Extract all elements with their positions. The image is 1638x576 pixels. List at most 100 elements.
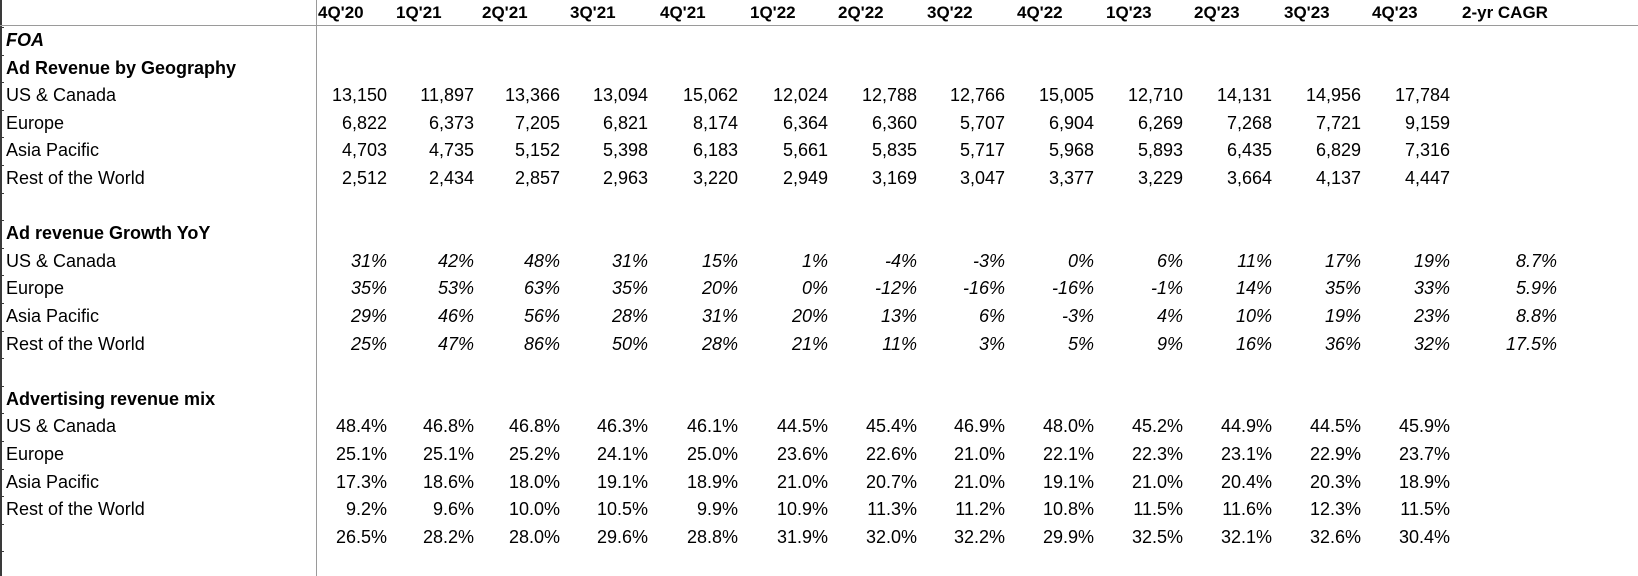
table-cell[interactable]: 5%	[1067, 333, 1094, 354]
table-cell[interactable]: 23.7%	[1398, 444, 1450, 464]
table-cell[interactable]: 22.9%	[1309, 444, 1361, 464]
table-cell[interactable]: 20%	[791, 306, 828, 326]
table-cell[interactable]: 11.2%	[955, 499, 1005, 520]
table-cell[interactable]: 4,447	[1404, 168, 1450, 188]
table-cell[interactable]: 10.8%	[1042, 499, 1094, 520]
table-cell[interactable]: 16%	[1235, 333, 1272, 354]
table-cell[interactable]: 12.3%	[1309, 499, 1361, 520]
table-cell[interactable]: 26.5%	[335, 526, 387, 547]
table-cell[interactable]: 10%	[1235, 306, 1272, 326]
table-cell[interactable]: 8.7%	[1515, 250, 1557, 271]
table-cell[interactable]: 0%	[1067, 250, 1094, 271]
table-cell[interactable]: 24.1%	[596, 444, 648, 464]
table-cell[interactable]: 45.9%	[1398, 416, 1450, 437]
table-cell[interactable]: 48.0%	[1042, 416, 1094, 437]
table-cell[interactable]: 11,897	[420, 85, 474, 106]
table-cell[interactable]: 12,766	[949, 85, 1005, 106]
table-cell[interactable]: 6,435	[1226, 140, 1272, 161]
table-cell[interactable]: 20.3%	[1309, 471, 1361, 492]
table-cell[interactable]: 32.0%	[865, 526, 917, 547]
table-cell[interactable]: 6,829	[1315, 140, 1361, 161]
table-cell[interactable]: 21.0%	[953, 444, 1005, 464]
table-cell[interactable]: 5,893	[1137, 140, 1183, 161]
table-cell[interactable]: 18.9%	[1398, 471, 1450, 492]
table-cell[interactable]: 29%	[350, 306, 387, 326]
table-cell[interactable]: 22.1%	[1042, 444, 1094, 464]
table-cell[interactable]: 46.3%	[596, 416, 648, 437]
table-cell[interactable]: 21.0%	[1131, 471, 1183, 492]
table-cell[interactable]: 21.0%	[776, 471, 828, 492]
table-cell[interactable]: 19%	[1324, 306, 1361, 326]
table-cell[interactable]: 21%	[791, 333, 828, 354]
table-cell[interactable]: 29.6%	[596, 526, 648, 547]
table-cell[interactable]: 23.1%	[1220, 444, 1272, 464]
table-cell[interactable]: 28%	[701, 333, 738, 354]
table-cell[interactable]: 5,835	[871, 140, 917, 161]
table-cell[interactable]: 22.6%	[865, 444, 917, 464]
table-cell[interactable]: 5.9%	[1515, 278, 1557, 299]
table-cell[interactable]: 32.6%	[1309, 526, 1361, 547]
table-cell[interactable]: 2,857	[514, 168, 560, 188]
table-cell[interactable]: 47%	[437, 333, 474, 354]
table-cell[interactable]: 9.9%	[696, 499, 738, 520]
table-cell[interactable]: 6,822	[341, 112, 387, 133]
table-cell[interactable]: 5,968	[1048, 140, 1094, 161]
table-cell[interactable]: 53%	[437, 278, 474, 299]
table-cell[interactable]: 3,047	[959, 168, 1005, 188]
table-cell[interactable]: 9.6%	[432, 499, 474, 520]
table-cell[interactable]: 32.2%	[953, 526, 1005, 547]
table-cell[interactable]: 23%	[1413, 306, 1450, 326]
table-cell[interactable]: 11%	[1237, 250, 1272, 271]
table-cell[interactable]: 25.1%	[422, 444, 474, 464]
table-cell[interactable]: 31%	[611, 250, 648, 271]
table-cell[interactable]: 12,788	[861, 85, 917, 106]
table-cell[interactable]: -1%	[1150, 278, 1183, 299]
table-cell[interactable]: 23.6%	[776, 444, 828, 464]
table-cell[interactable]: 22.3%	[1131, 444, 1183, 464]
table-cell[interactable]: 28.0%	[508, 526, 560, 547]
table-cell[interactable]: 11.5%	[1133, 499, 1183, 520]
table-cell[interactable]: 45.4%	[865, 416, 917, 437]
table-cell[interactable]: 17.5%	[1505, 333, 1557, 354]
table-cell[interactable]: 18.0%	[508, 471, 560, 492]
table-cell[interactable]: 31%	[350, 250, 387, 271]
table-cell[interactable]: 56%	[523, 306, 560, 326]
table-cell[interactable]: -16%	[962, 278, 1005, 299]
table-cell[interactable]: 13,094	[592, 85, 648, 106]
table-cell[interactable]: 6%	[1156, 250, 1183, 271]
table-cell[interactable]: 33%	[1413, 278, 1450, 299]
table-cell[interactable]: 19.1%	[1042, 471, 1094, 492]
table-cell[interactable]: 25.2%	[508, 444, 560, 464]
table-cell[interactable]: 20%	[701, 278, 738, 299]
table-cell[interactable]: 32%	[1413, 333, 1450, 354]
table-cell[interactable]: -12%	[874, 278, 917, 299]
table-cell[interactable]: 32.1%	[1220, 526, 1272, 547]
table-cell[interactable]: 5,661	[782, 140, 828, 161]
table-cell[interactable]: 4%	[1156, 306, 1183, 326]
table-cell[interactable]: 15,062	[682, 85, 738, 106]
table-cell[interactable]: 17,784	[1394, 85, 1450, 106]
table-cell[interactable]: 8.8%	[1515, 306, 1557, 326]
table-cell[interactable]: 3,229	[1137, 168, 1183, 188]
table-cell[interactable]: 48%	[523, 250, 560, 271]
table-cell[interactable]: 3,220	[692, 168, 738, 188]
table-cell[interactable]: 32.5%	[1131, 526, 1183, 547]
table-cell[interactable]: 11.5%	[1400, 499, 1450, 520]
table-cell[interactable]: 3%	[978, 333, 1005, 354]
table-cell[interactable]: 28.8%	[686, 526, 738, 547]
table-cell[interactable]: 28.2%	[422, 526, 474, 547]
table-cell[interactable]: 8,174	[692, 112, 738, 133]
table-cell[interactable]: 6,183	[692, 140, 738, 161]
table-cell[interactable]: 50%	[611, 333, 648, 354]
table-cell[interactable]: 25%	[350, 333, 387, 354]
table-cell[interactable]: 35%	[350, 278, 387, 299]
table-cell[interactable]: 15%	[701, 250, 738, 271]
table-cell[interactable]: 7,268	[1226, 112, 1272, 133]
table-cell[interactable]: 5,152	[514, 140, 560, 161]
table-cell[interactable]: 29.9%	[1042, 526, 1094, 547]
table-cell[interactable]: 2,434	[428, 168, 474, 188]
table-cell[interactable]: 25.0%	[686, 444, 738, 464]
table-cell[interactable]: 44.9%	[1220, 416, 1272, 437]
table-cell[interactable]: 31.9%	[776, 526, 828, 547]
table-cell[interactable]: 11%	[882, 333, 917, 354]
